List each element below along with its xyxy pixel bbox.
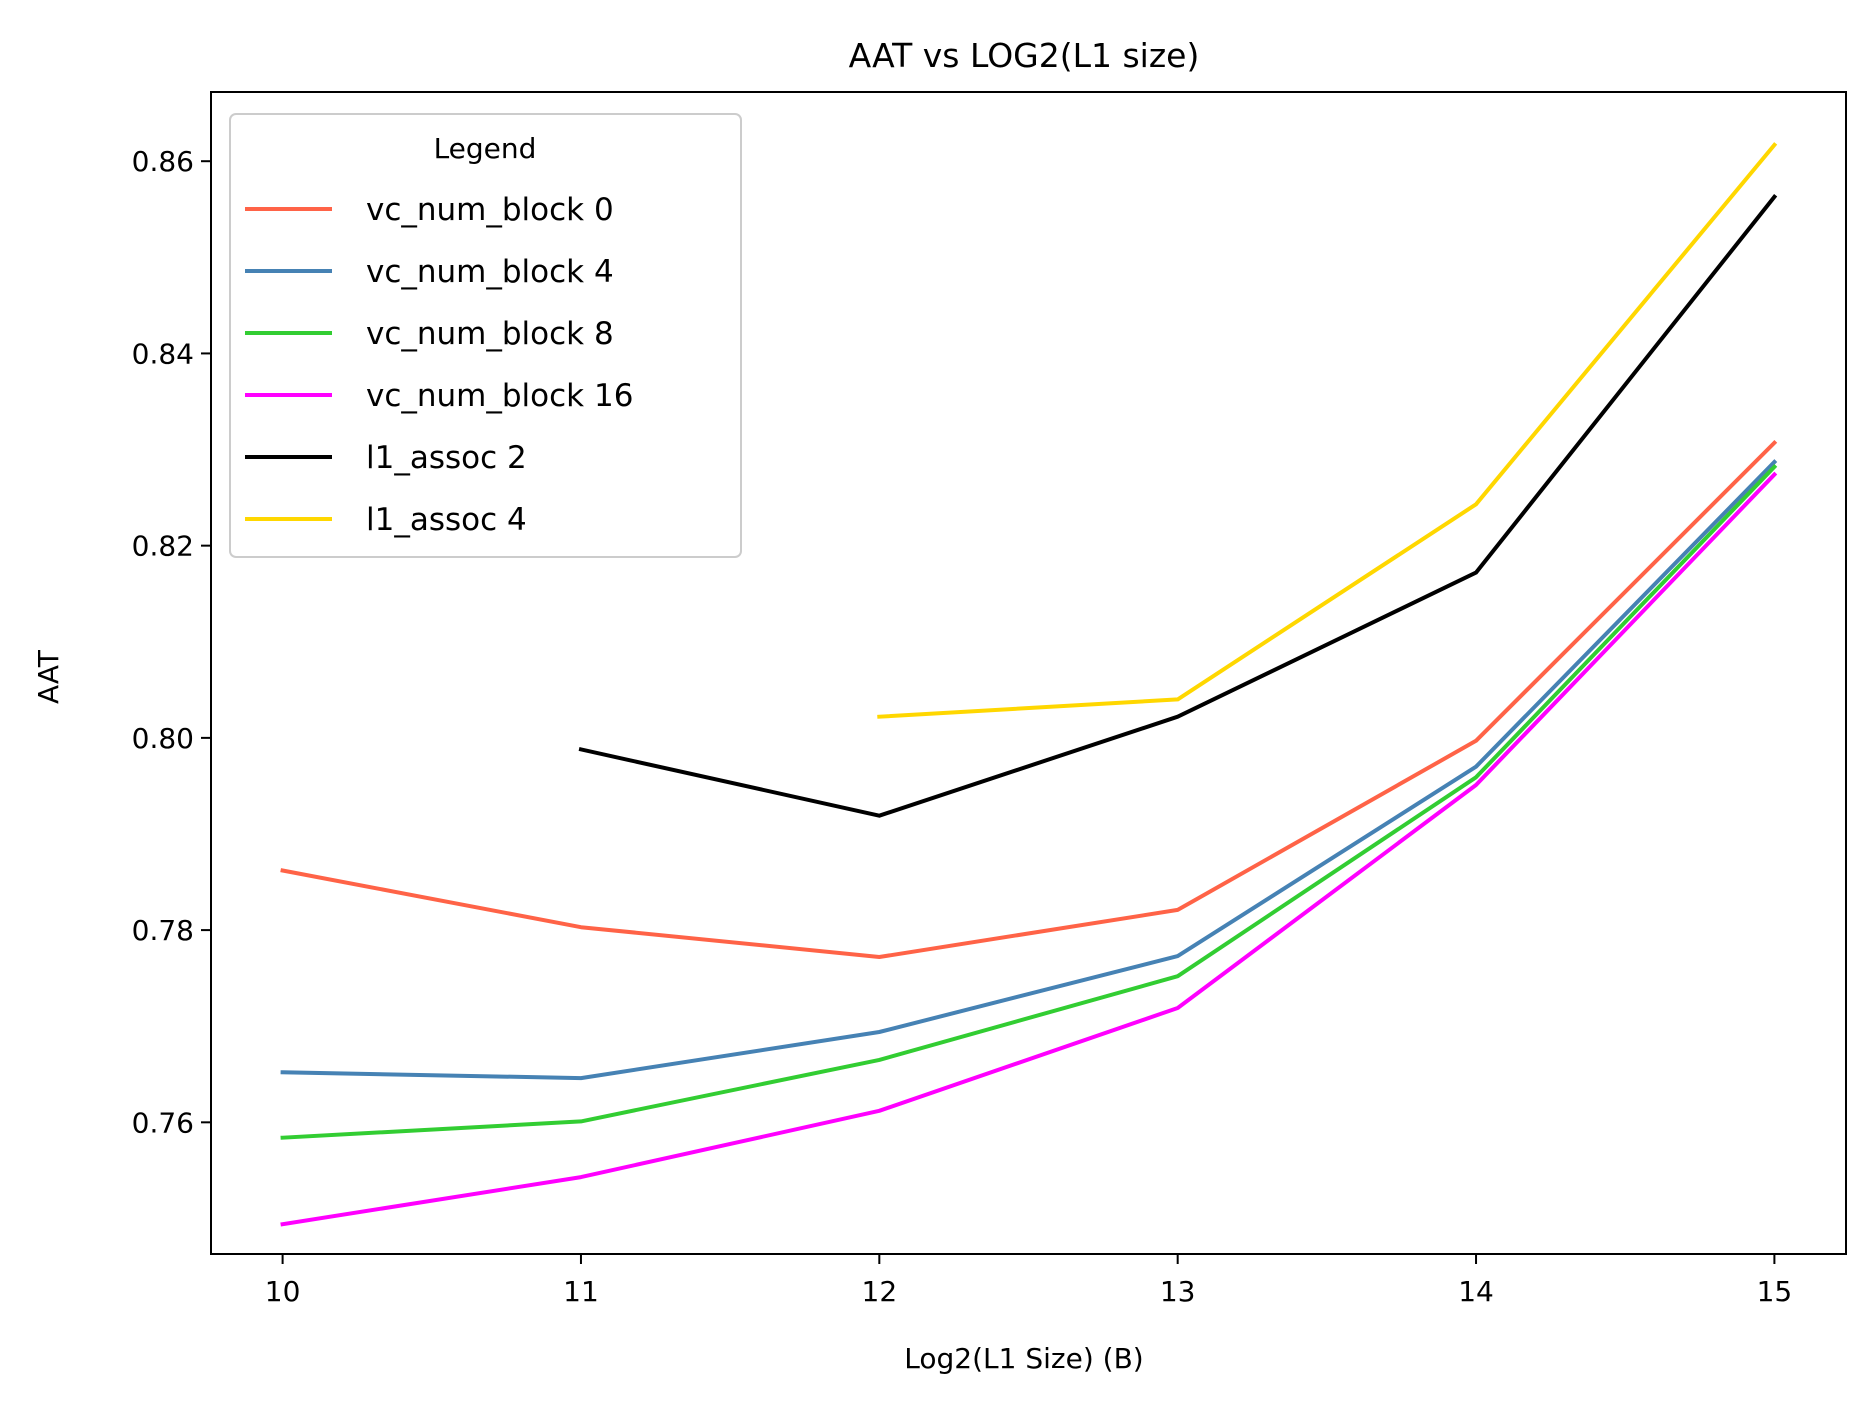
legend-title: Legend [434,132,537,165]
legend-box [229,113,742,558]
y-tick-label: 0.82 [132,530,194,563]
y-tick-label: 0.76 [132,1106,194,1139]
plot-frame [210,91,1847,1255]
chart-marks [280,142,1778,1227]
series-line-4 [578,193,1778,818]
legend: Legend vc_num_block 0vc_num_block 4vc_nu… [229,113,742,558]
series-line-1 [280,459,1778,1081]
legend-entry: l1_assoc 2 [366,440,527,476]
legend-entry: l1_assoc 4 [366,502,527,538]
legend-items: vc_num_block 0 vc_num_block 4 vc_num_block… [245,192,633,538]
series-line-2 [280,463,1778,1140]
x-axis: 10 11 12 13 14 15 [265,1254,1792,1308]
legend-entry: vc_num_block 0 [366,192,614,228]
y-tick-label: 0.78 [132,914,194,947]
x-tick-label: 12 [862,1275,898,1308]
y-tick-label: 0.80 [132,722,194,755]
x-tick-label: 14 [1458,1275,1494,1308]
x-tick-label: 10 [265,1275,301,1308]
series-line-3 [280,471,1778,1227]
legend-entry: vc_num_block 4 [366,254,614,290]
series-line-5 [877,142,1778,719]
chart-title: AAT vs LOG2(L1 size) [849,36,1200,75]
x-axis-label: Log2(L1 Size) (B) [904,1342,1143,1375]
y-axis: 0.76 0.78 0.80 0.82 0.84 0.86 [132,145,211,1139]
series-line-0 [280,439,1778,959]
x-tick-label: 11 [563,1275,599,1308]
y-axis-label: AAT [32,649,65,704]
x-tick-label: 13 [1160,1275,1196,1308]
legend-entry: vc_num_block 16 [366,378,633,414]
legend-entry: vc_num_block 8 [366,316,614,352]
y-tick-label: 0.84 [132,337,194,370]
y-tick-label: 0.86 [132,145,194,178]
x-tick-label: 15 [1757,1275,1793,1308]
